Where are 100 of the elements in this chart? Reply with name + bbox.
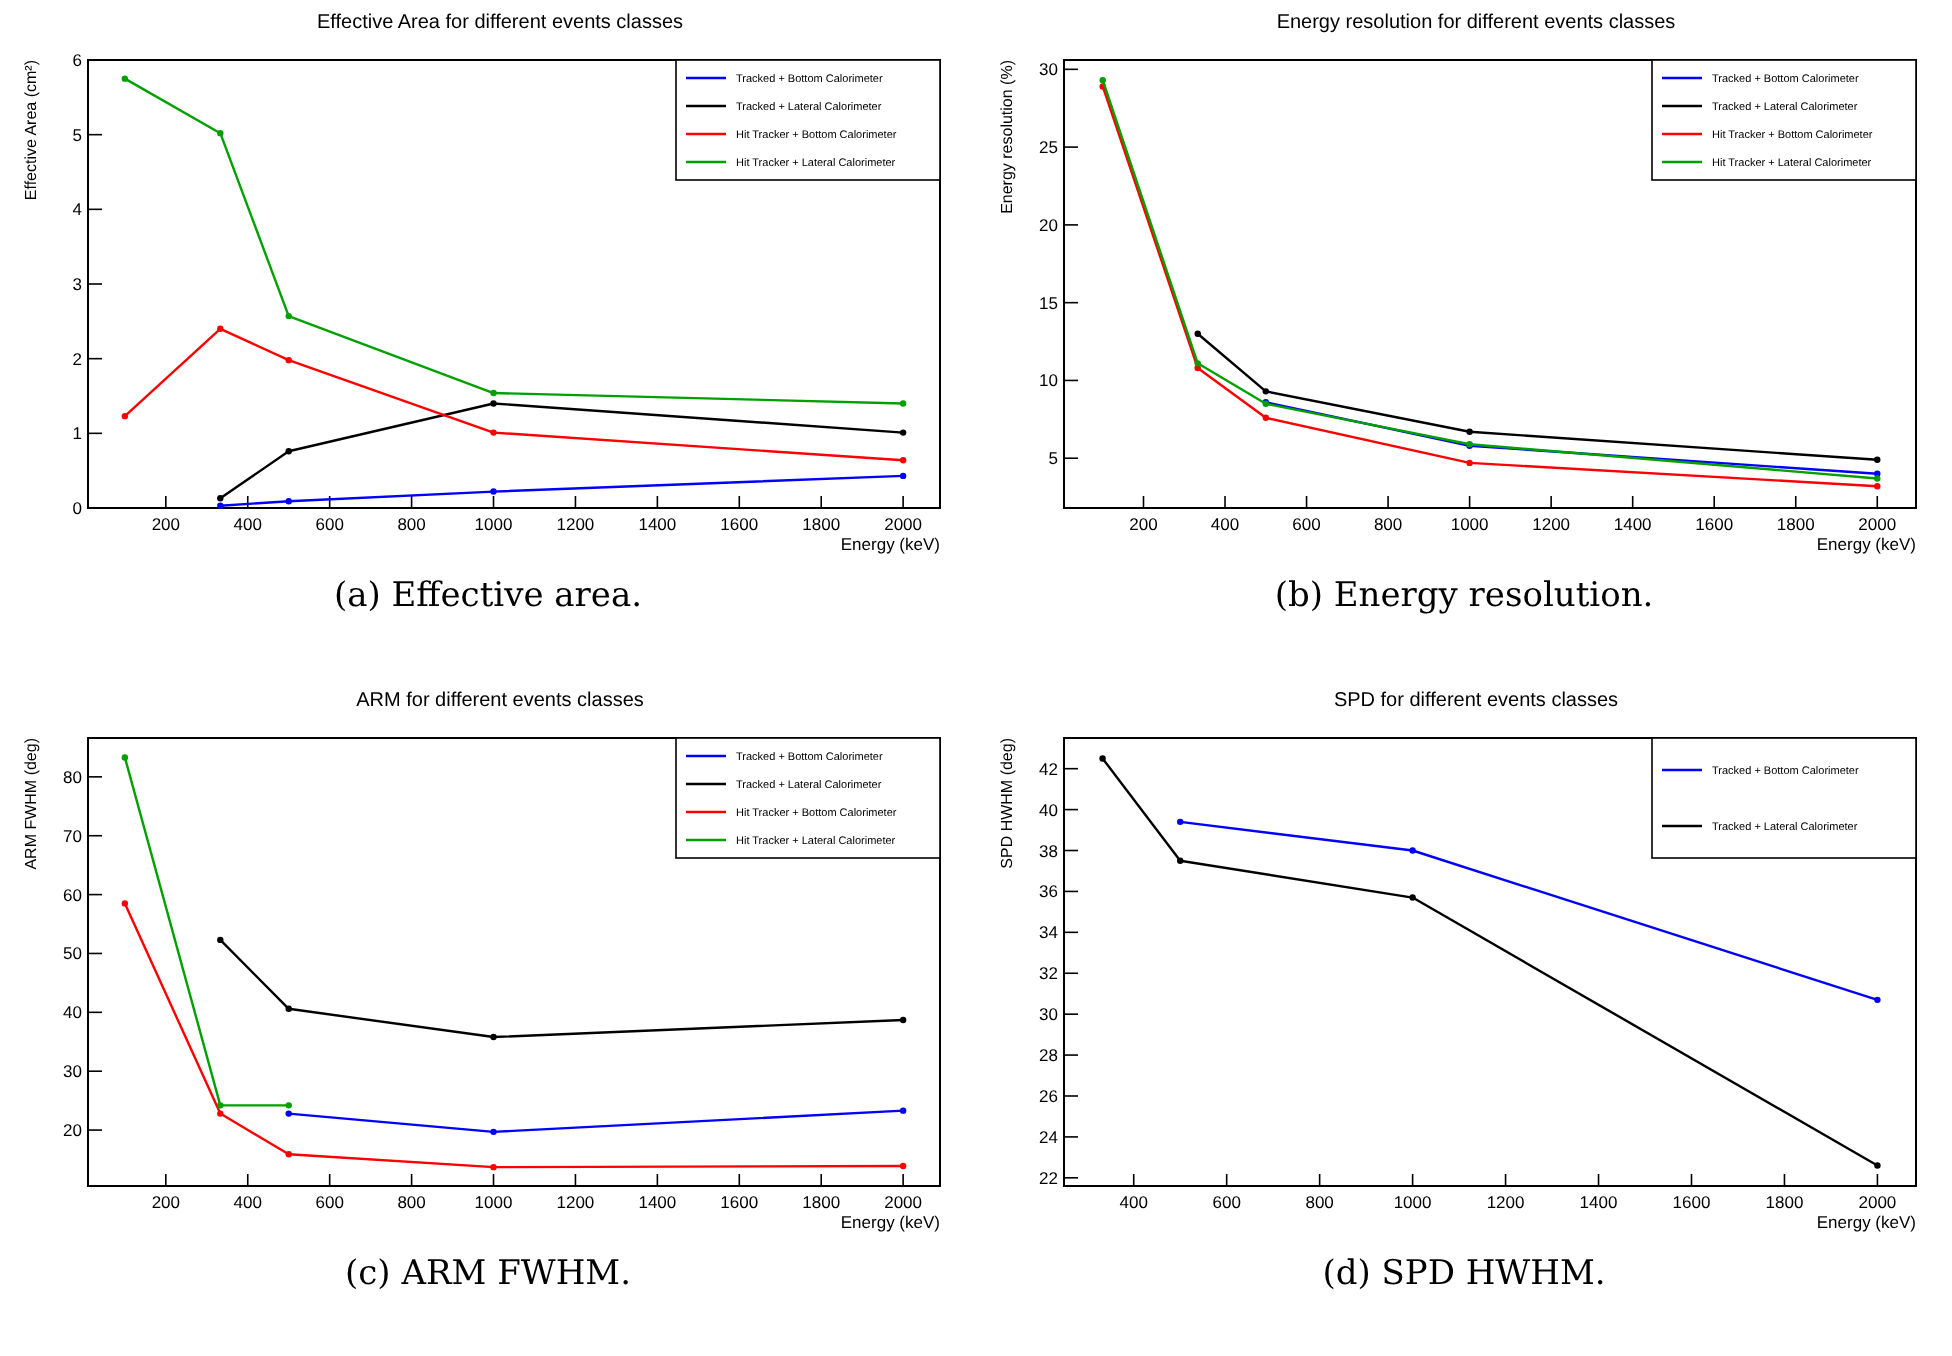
y-tick-label: 6 [72,50,83,70]
y-tick-label: 22 [1039,1167,1059,1188]
x-tick-label: 800 [1373,514,1403,534]
x-tick-label: 200 [1129,514,1159,534]
point [1466,459,1473,467]
chart-title: SPD for different events classes [1333,690,1619,712]
y-tick-label: 40 [1039,799,1059,820]
point [899,1162,907,1170]
point [1874,483,1881,490]
point [490,1163,497,1171]
point [285,1102,292,1109]
y-tick-label: 20 [63,1120,83,1141]
point [285,1151,292,1158]
y-tick-label: 38 [1039,840,1059,861]
y-tick-label: 42 [1039,758,1059,779]
y-tick-label: 70 [63,825,83,846]
x-tick-label: 600 [315,1192,345,1212]
point [899,429,907,436]
chart-title: Effective Area for different events classes [316,12,684,34]
x-tick-label: 1600 [1695,514,1734,534]
x-tick-label: 400 [1119,1192,1149,1212]
y-tick-label: 40 [63,1002,83,1023]
y-tick-label: 30 [1039,59,1059,80]
x-tick-label: 1600 [720,514,759,534]
y-tick-label: 50 [63,943,83,964]
point [1874,1162,1881,1169]
point [899,1016,907,1024]
point [121,900,129,907]
point [1099,755,1106,762]
x-tick-label: 2000 [1858,514,1897,534]
y-tick-label: 80 [63,766,83,787]
x-tick-label: 400 [1210,514,1240,534]
x-tick-label: 1800 [802,1192,841,1212]
x-tick-label: 1800 [802,514,841,534]
point [490,429,497,436]
x-tick-label: 1200 [556,514,595,534]
text: (d) SPD HWHM. [1322,1254,1606,1294]
x-tick-label: 200 [151,1192,181,1212]
x-tick-label: 1000 [474,514,513,534]
point [217,129,224,137]
x-tick-label: 800 [397,1192,427,1212]
text: (a) Effective area. [333,576,643,616]
point [1194,360,1201,367]
x-tick-label: 1800 [1765,1192,1804,1212]
point [490,488,497,495]
y-tick-label: 34 [1039,922,1059,943]
y-tick-label: 28 [1039,1045,1059,1066]
line-series [1099,755,1881,1169]
y-tick-label: 5 [72,124,83,145]
point [1874,456,1881,463]
point [217,325,224,332]
point [1466,428,1473,435]
x-tick-label: 800 [397,514,427,534]
y-tick-label: 26 [1039,1085,1059,1106]
x-tick-label: 200 [151,514,181,534]
point [285,1005,292,1012]
x-tick-label: 800 [1305,1192,1335,1212]
x-tick-label: 2000 [1858,1192,1897,1212]
text: (c) ARM FWHM. [345,1254,631,1294]
point [899,472,907,480]
x-axis-title: Energy (keV) [1816,1212,1917,1232]
x-tick-label: 1000 [1393,1192,1433,1212]
x-tick-label: 1600 [1672,1192,1711,1212]
y-tick-label: 0 [72,498,83,518]
point [285,356,292,364]
y-tick-label: 36 [1039,881,1059,902]
x-tick-label: 1200 [1486,1192,1526,1212]
point [1099,77,1106,84]
y-tick-label: 15 [1039,292,1059,313]
chart-title: Energy resolution for different events classes [1276,12,1676,34]
x-tick-label: 400 [233,514,263,534]
point [899,1107,907,1114]
y-axis-title: Effective Area (cm²) [22,59,40,201]
y-tick-label: 32 [1039,963,1059,984]
y-tick-label: 30 [63,1061,83,1082]
x-tick-label: 1000 [1450,514,1490,534]
y-tick-label: 20 [1039,214,1059,235]
y-tick-label: 5 [1048,448,1059,469]
y-tick-label: 24 [1039,1126,1059,1147]
point [285,312,292,320]
x-tick-label: 1800 [1776,514,1816,534]
point [217,502,224,509]
x-tick-label: 1000 [474,1192,513,1212]
x-tick-label: 600 [1212,1192,1242,1212]
y-tick-label: 10 [1039,370,1059,391]
point [217,1110,224,1117]
x-tick-label: 1400 [1579,1192,1618,1212]
y-axis-title: SPD HWHM (deg) [998,737,1016,869]
y-axis-title: Energy resolution (%) [998,59,1016,214]
y-tick-label: 30 [1039,1004,1059,1025]
point [1874,475,1881,482]
point [899,400,907,407]
x-axis-title: Energy (keV) [840,534,941,554]
point [490,1033,497,1041]
x-tick-label: 1200 [556,1192,595,1212]
point [1177,857,1184,864]
x-tick-label: 600 [315,514,345,534]
point [121,412,129,420]
point [1262,388,1269,395]
x-tick-label: 1400 [638,1192,677,1212]
